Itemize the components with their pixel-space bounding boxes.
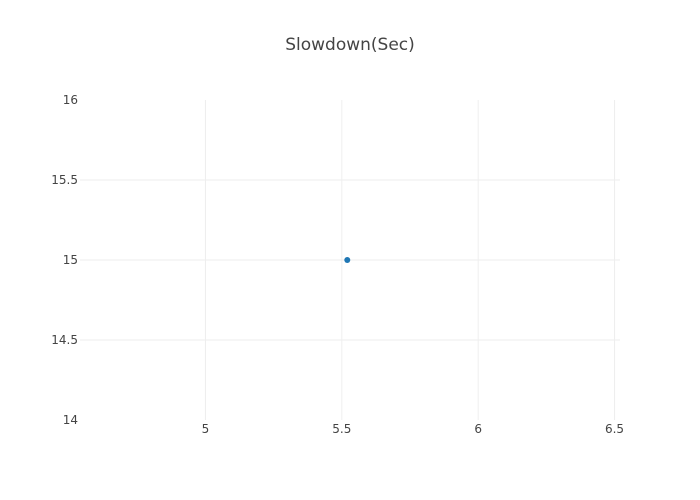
- y-tick-label: 15: [63, 253, 78, 267]
- x-tick-label: 6.5: [605, 422, 624, 436]
- y-axis-ticks: 14 14.5 15 15.5 16: [51, 93, 78, 427]
- x-axis-ticks: 5 5.5 6 6.5: [202, 422, 624, 436]
- data-point[interactable]: [344, 257, 351, 263]
- y-tick-label: 16: [63, 93, 78, 107]
- y-tick-label: 14: [63, 413, 78, 427]
- chart-title: Slowdown(Sec): [285, 35, 415, 55]
- y-tick-label: 15.5: [51, 173, 78, 187]
- y-tick-label: 14.5: [51, 333, 78, 347]
- x-tick-label: 5: [202, 422, 210, 436]
- x-tick-label: 5.5: [332, 422, 351, 436]
- x-tick-label: 6: [474, 422, 482, 436]
- data-points: [344, 257, 351, 263]
